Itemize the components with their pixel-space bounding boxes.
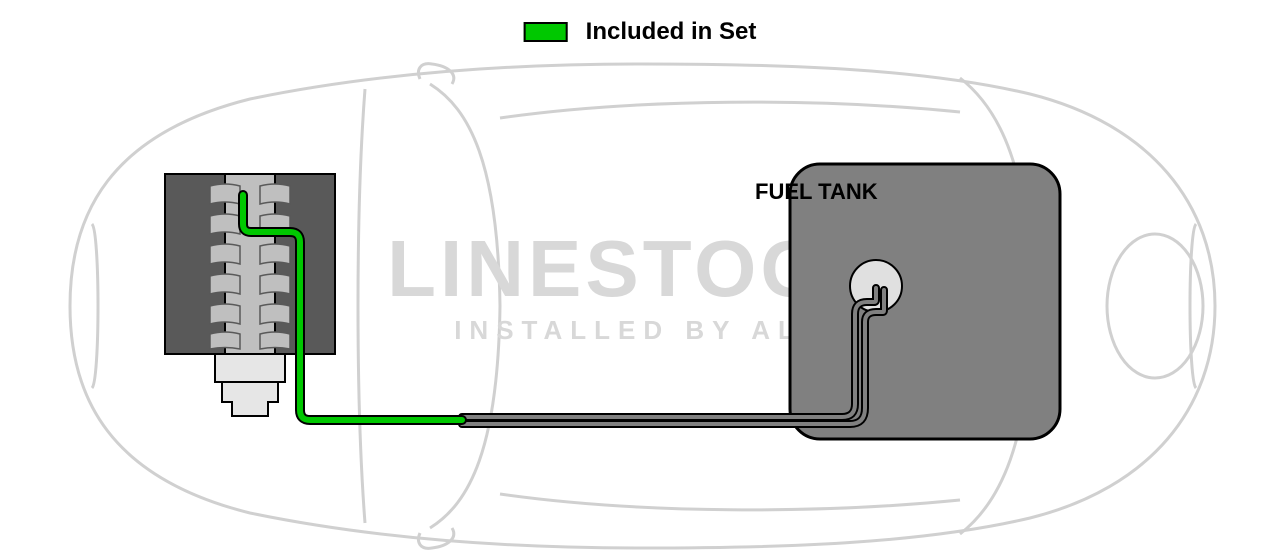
- fuel-tank: [790, 164, 1060, 439]
- legend-swatch: [524, 22, 568, 42]
- fuel-tank-label: FUEL TANK: [755, 179, 878, 205]
- engine: [165, 174, 335, 416]
- diagram-stage: LINESTOGO INSTALLED BY ALL: [0, 54, 1280, 558]
- legend: Included in Set: [524, 18, 757, 46]
- components-svg: [0, 54, 1280, 558]
- legend-label: Included in Set: [586, 18, 757, 46]
